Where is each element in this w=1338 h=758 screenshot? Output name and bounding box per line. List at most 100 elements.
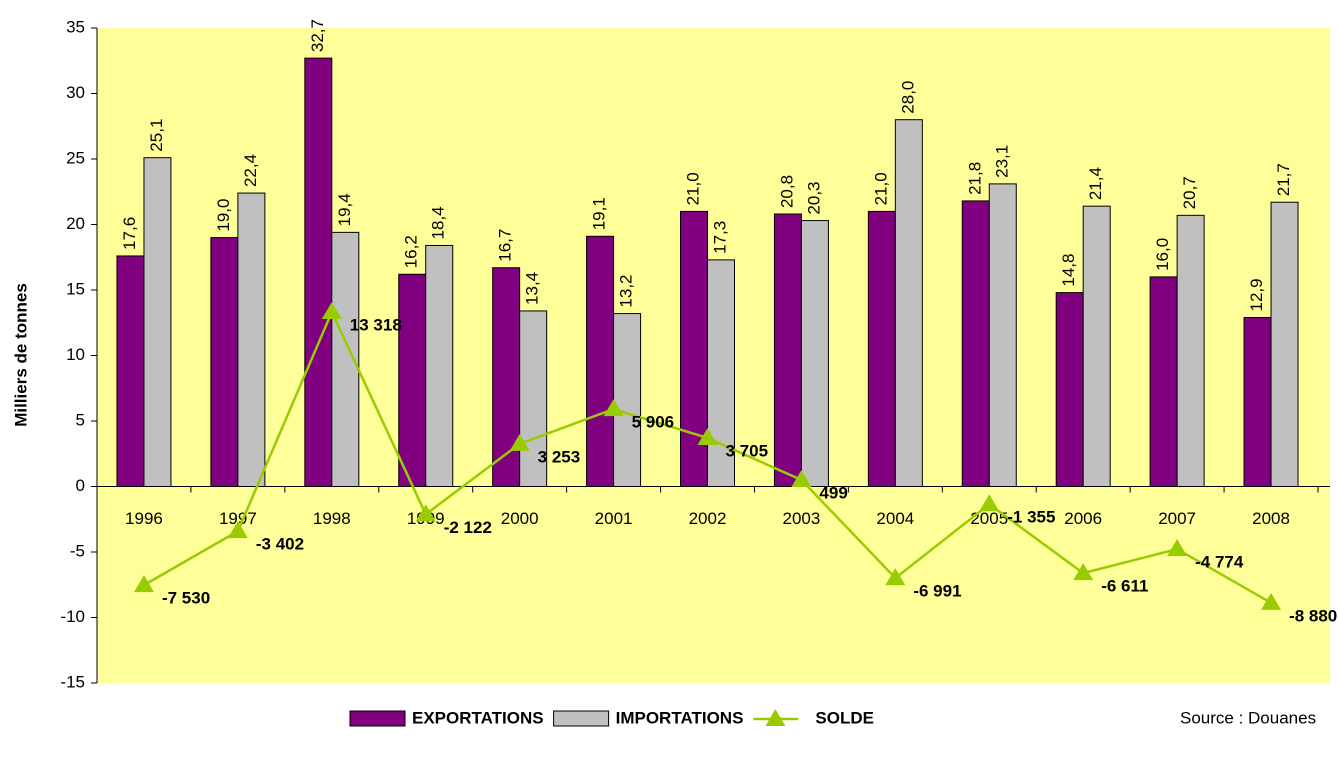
- solde-marker: [885, 568, 906, 586]
- solde-value-label: 3 253: [538, 447, 581, 466]
- x-tick-label: 2008: [1252, 509, 1290, 528]
- solde-marker: [133, 575, 154, 593]
- bar: [143, 157, 172, 487]
- bar: [1270, 201, 1299, 487]
- y-tick-label: 0: [76, 476, 85, 495]
- bar-value-label: 16,7: [496, 229, 515, 262]
- solde-value-label: -6 611: [1101, 577, 1148, 596]
- bar-value-label: 19,0: [214, 199, 233, 232]
- bar-value-label: 20,3: [804, 181, 823, 214]
- x-tick-label: 2002: [689, 509, 727, 528]
- bar-value-label: 28,0: [898, 81, 917, 114]
- solde-value-label: -2 122: [444, 518, 492, 537]
- y-tick-label: 25: [66, 148, 85, 167]
- legend-marker: [765, 709, 786, 726]
- legend-label: IMPORTATIONS: [616, 708, 744, 727]
- bar: [1055, 292, 1084, 487]
- y-axis-label: Milliers de tonnes: [11, 283, 30, 427]
- x-tick-label: 1996: [125, 509, 163, 528]
- solde-marker: [791, 469, 812, 487]
- y-tick-label: 5: [76, 410, 85, 429]
- bar-value-label: 32,7: [308, 19, 327, 52]
- solde-value-label: 5 906: [632, 413, 675, 432]
- bar-value-label: 22,4: [241, 154, 260, 187]
- bar: [680, 210, 708, 487]
- bar-value-label: 25,1: [147, 119, 166, 152]
- bar-value-label: 23,1: [992, 145, 1011, 178]
- solde-value-label: -1 355: [1007, 508, 1055, 527]
- bar: [800, 220, 829, 487]
- x-tick-label: 2000: [501, 509, 539, 528]
- bar: [1149, 276, 1178, 487]
- bar: [116, 255, 145, 487]
- bar-value-label: 21,4: [1086, 167, 1105, 200]
- bar: [210, 237, 239, 487]
- legend-label: EXPORTATIONS: [412, 708, 544, 727]
- x-tick-label: 2003: [783, 509, 821, 528]
- solde-value-label: -3 402: [256, 535, 304, 554]
- y-tick-label: 10: [66, 345, 85, 364]
- bar: [773, 213, 802, 488]
- x-tick-label: 2005: [970, 509, 1008, 528]
- solde-marker: [321, 302, 342, 320]
- legend-label: SOLDE: [815, 708, 874, 727]
- bar: [1176, 214, 1205, 488]
- bar-value-label: 17,6: [120, 217, 139, 250]
- solde-marker: [603, 399, 624, 417]
- x-tick-label: 2007: [1158, 509, 1196, 528]
- bar-value-label: 16,2: [402, 235, 421, 268]
- y-tick-label: 35: [66, 17, 85, 36]
- x-tick-label: 1997: [219, 509, 257, 528]
- solde-value-label: -7 530: [162, 589, 210, 608]
- y-tick-label: 30: [66, 83, 85, 102]
- bar-value-label: 17,3: [710, 221, 729, 254]
- x-tick-label: 1998: [313, 509, 351, 528]
- y-tick-label: -5: [70, 541, 85, 560]
- bar-value-label: 19,1: [590, 197, 609, 230]
- bar-value-label: 13,4: [523, 272, 542, 305]
- solde-value-label: -6 991: [913, 582, 961, 601]
- solde-marker: [1167, 539, 1188, 557]
- bar: [519, 310, 548, 487]
- x-tick-label: 2001: [595, 509, 633, 528]
- bar-value-label: 19,4: [335, 193, 354, 226]
- solde-marker: [1261, 592, 1282, 610]
- bar-value-label: 13,2: [617, 274, 636, 307]
- y-tick-label: 15: [66, 279, 85, 298]
- bar: [894, 119, 923, 487]
- x-tick-label: 2004: [876, 509, 914, 528]
- solde-marker: [227, 521, 248, 539]
- bar-value-label: 16,0: [1153, 238, 1172, 271]
- solde-marker: [1073, 563, 1094, 581]
- bar: [304, 57, 333, 487]
- bar: [425, 244, 454, 487]
- solde-marker: [415, 504, 436, 522]
- solde-marker: [697, 427, 718, 445]
- bar-value-label: 20,8: [777, 175, 796, 208]
- source: Source : Douanes: [1180, 708, 1316, 727]
- bar-value-label: 21,0: [683, 172, 702, 205]
- bar-value-label: 12,9: [1247, 278, 1266, 311]
- bar: [237, 192, 266, 487]
- bar: [398, 273, 427, 487]
- x-tick-label: 2006: [1064, 509, 1102, 528]
- y-tick-label: -15: [60, 672, 85, 691]
- bar-value-label: 18,4: [429, 206, 448, 239]
- legend-swatch: [553, 710, 610, 727]
- bar: [1082, 205, 1111, 487]
- bar: [613, 313, 642, 487]
- bar: [586, 235, 615, 487]
- legend-swatch: [349, 710, 406, 727]
- bar: [988, 183, 1017, 487]
- solde-value-label: 3 705: [726, 441, 769, 460]
- bar-value-label: 21,8: [965, 162, 984, 195]
- solde-value-label: -4 774: [1195, 553, 1244, 572]
- y-tick-label: -10: [60, 607, 85, 626]
- bar-value-label: 20,7: [1180, 176, 1199, 209]
- solde-marker: [509, 433, 530, 451]
- y-tick-label: 20: [66, 214, 85, 233]
- solde-value-label: 499: [819, 483, 847, 502]
- bar: [1243, 317, 1272, 488]
- solde-marker: [979, 494, 1000, 512]
